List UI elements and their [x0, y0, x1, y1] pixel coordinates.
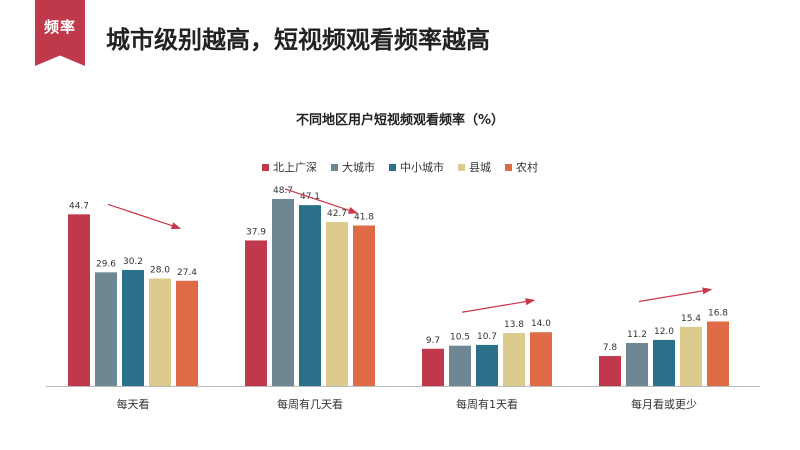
data-label: 48.7 [273, 186, 293, 196]
data-label: 30.2 [123, 257, 143, 267]
bar [122, 270, 144, 386]
bar [326, 222, 348, 386]
trend-arrow [107, 203, 182, 230]
legend-swatch [505, 163, 512, 171]
data-label: 44.7 [69, 201, 89, 211]
legend-item-rural: 农村 [505, 159, 538, 175]
bar [449, 345, 471, 386]
legend-item-tier1: 北上广深 [262, 159, 317, 175]
category-label: 每周有几天看 [277, 397, 343, 411]
data-label: 11.2 [627, 330, 647, 340]
bar [68, 214, 90, 386]
data-label: 10.5 [450, 333, 470, 343]
bar [245, 240, 267, 386]
category-label: 每月看或更少 [631, 397, 697, 411]
bar [599, 356, 621, 386]
bar [272, 198, 294, 386]
bar [422, 348, 444, 386]
bar [149, 278, 171, 386]
data-label: 41.8 [354, 212, 374, 222]
data-label: 7.8 [603, 343, 618, 353]
legend-item-county: 县城 [458, 159, 491, 175]
section-tag-label: 频率 [43, 18, 76, 36]
bar [503, 333, 525, 386]
legend-swatch [389, 163, 396, 171]
legend-label: 北上广深 [273, 161, 317, 174]
legend-swatch [262, 163, 269, 171]
data-label: 16.8 [708, 308, 728, 318]
bar [653, 339, 675, 386]
legend-label: 县城 [469, 161, 491, 174]
bar [299, 205, 321, 386]
bar [476, 344, 498, 386]
legend-label: 大城市 [342, 161, 375, 174]
trend-arrow [461, 298, 536, 313]
legend-swatch [458, 163, 465, 171]
bar [353, 225, 375, 386]
page-title: 城市级别越高，短视频观看频率越高 [106, 26, 490, 54]
bar [176, 280, 198, 386]
data-label: 28.0 [150, 265, 170, 275]
section-tag: 频率 [35, 0, 85, 66]
data-label: 42.7 [327, 209, 347, 219]
trend-arrow [638, 287, 713, 303]
legend-swatch [331, 163, 338, 171]
data-label: 10.7 [477, 332, 497, 342]
category-label: 每周有1天看 [456, 397, 518, 411]
data-label: 14.0 [531, 319, 551, 329]
legend-item-big-city: 大城市 [331, 159, 375, 175]
data-label: 13.8 [504, 320, 524, 330]
bar [626, 342, 648, 386]
data-label: 29.6 [96, 259, 116, 269]
legend-label: 中小城市 [400, 161, 444, 174]
bar [680, 326, 702, 386]
bar [530, 332, 552, 386]
bar [95, 272, 117, 386]
bar [707, 321, 729, 386]
chart-title: 不同地区用户短视频观看频率（%） [295, 113, 505, 128]
data-label: 15.4 [681, 314, 701, 324]
legend-label: 农村 [516, 161, 538, 174]
category-label: 每天看 [117, 397, 150, 411]
data-label: 37.9 [246, 227, 266, 237]
legend-item-small-city: 中小城市 [389, 159, 444, 175]
data-label: 12.0 [654, 327, 674, 337]
data-label: 27.4 [177, 268, 197, 278]
data-label: 9.7 [426, 336, 440, 346]
trend-arrow [284, 188, 359, 214]
chart-legend: 北上广深 大城市 中小城市 县城 农村 [0, 159, 800, 175]
